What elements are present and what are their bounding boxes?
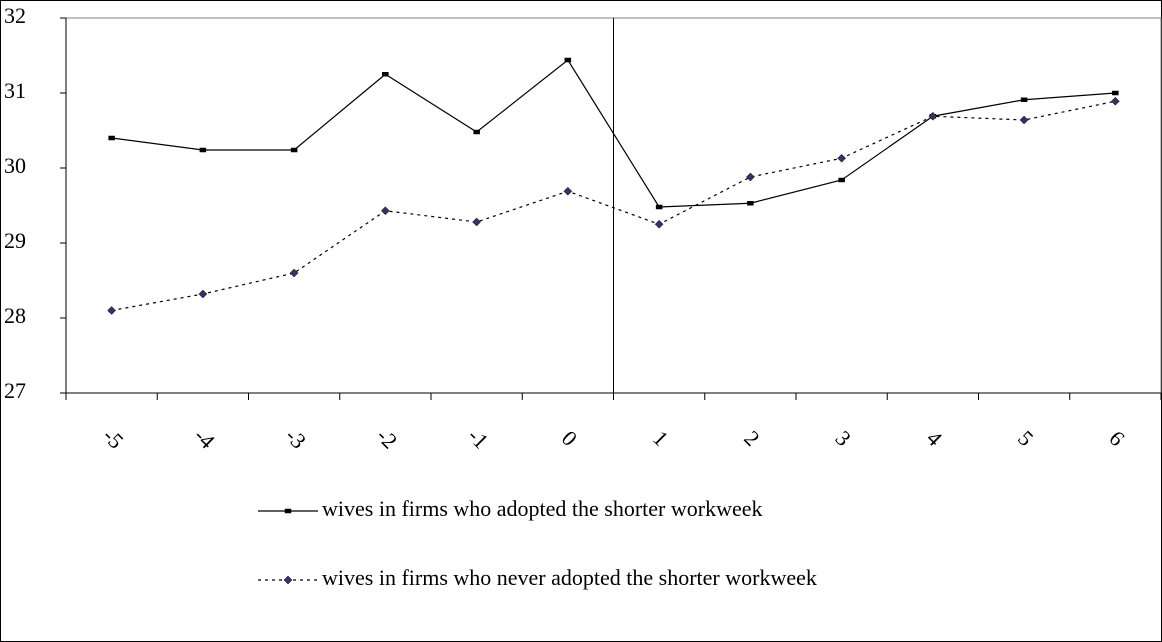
- marker: [747, 201, 754, 206]
- marker: [198, 289, 208, 299]
- marker: [928, 111, 938, 121]
- marker: [564, 57, 572, 63]
- marker: [654, 219, 664, 229]
- marker: [107, 306, 116, 315]
- marker: [382, 72, 389, 77]
- y-tick-label: 27: [4, 378, 26, 403]
- marker: [473, 129, 480, 135]
- marker: [655, 204, 663, 210]
- marker: [1111, 96, 1120, 106]
- y-tick-label: 32: [4, 3, 26, 28]
- y-tick-label: 30: [4, 153, 26, 178]
- marker: [289, 268, 299, 278]
- marker: [1020, 97, 1028, 102]
- marker: [290, 147, 298, 153]
- marker: [108, 135, 115, 141]
- series-line: [111, 59, 1116, 208]
- y-tick-label: 31: [4, 78, 26, 103]
- marker: [381, 206, 390, 216]
- marker: [1112, 90, 1119, 96]
- series-line: [111, 100, 1116, 312]
- y-tick-label: 29: [4, 228, 26, 253]
- marker: [199, 147, 207, 153]
- legend-label: wives in firms who adopted the shorter w…: [322, 496, 763, 521]
- marker: [837, 153, 846, 163]
- marker: [563, 186, 573, 196]
- marker: [746, 172, 755, 182]
- y-tick-label: 28: [4, 303, 26, 328]
- legend-label: wives in firms who never adopted the sho…: [322, 565, 817, 590]
- marker: [1019, 115, 1029, 125]
- marker: [284, 508, 292, 514]
- marker: [838, 177, 845, 183]
- marker: [472, 217, 481, 227]
- marker: [283, 575, 293, 585]
